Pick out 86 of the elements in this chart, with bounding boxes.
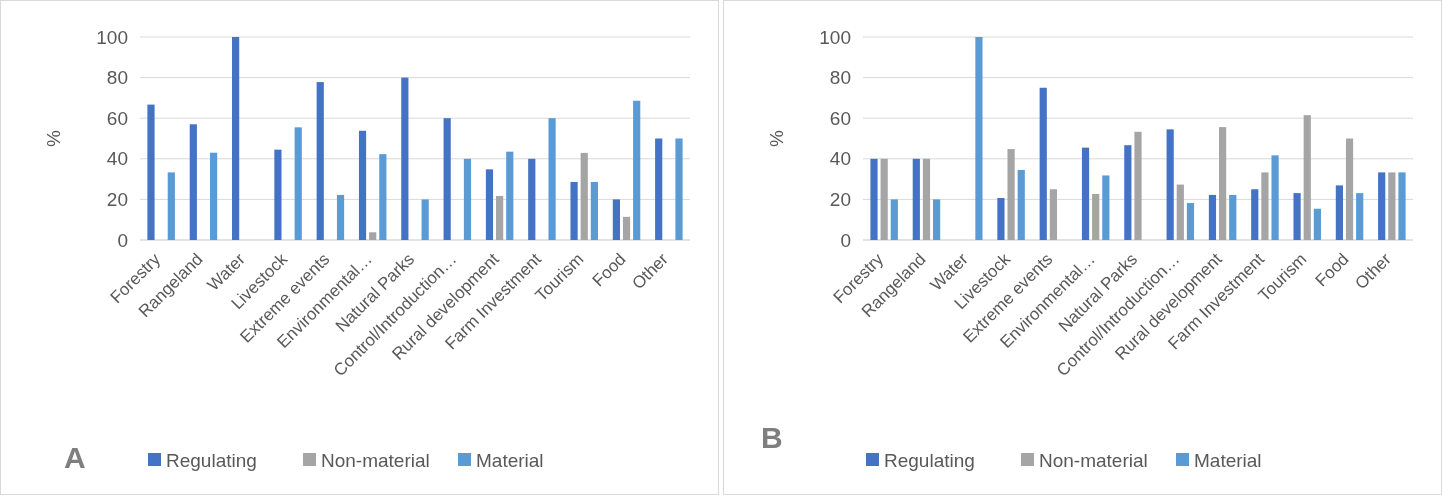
y-axis-title: %	[43, 129, 64, 147]
bar	[1007, 149, 1015, 240]
y-tick-label: 60	[829, 107, 851, 129]
legend-label: Regulating	[884, 449, 975, 471]
bar	[1378, 172, 1386, 240]
bar	[1039, 87, 1047, 240]
bar	[1166, 129, 1174, 240]
bar	[890, 199, 898, 240]
bar	[570, 181, 578, 240]
y-tick-label: 0	[840, 229, 851, 251]
bar	[1303, 115, 1311, 240]
bar	[612, 199, 620, 240]
y-tick-label: 80	[829, 67, 851, 89]
bar	[1186, 203, 1195, 240]
bar	[1176, 184, 1184, 240]
legend-label: Material	[476, 449, 544, 471]
bar	[485, 169, 494, 240]
y-tick-label: 40	[106, 148, 128, 170]
bar	[1229, 194, 1237, 240]
bar	[922, 158, 931, 240]
bar	[274, 149, 282, 240]
bar	[336, 194, 345, 240]
bar	[463, 158, 472, 240]
bar	[1313, 208, 1321, 240]
bar	[1271, 155, 1279, 240]
bar	[655, 138, 663, 240]
bar	[167, 172, 175, 240]
bar	[997, 197, 1005, 240]
bar	[189, 124, 197, 240]
bar	[1208, 194, 1217, 240]
y-tick-label: 100	[819, 26, 851, 48]
bar	[1345, 138, 1354, 240]
text: A	[64, 441, 86, 474]
bar	[633, 100, 641, 240]
bar	[294, 127, 302, 240]
legend-label: Non-material	[1039, 449, 1148, 471]
bar	[528, 158, 536, 240]
legend-label: Non-material	[321, 449, 430, 471]
bar	[1124, 145, 1132, 240]
bar	[675, 138, 683, 240]
bar	[1134, 131, 1142, 240]
bar	[933, 199, 941, 240]
bar	[975, 37, 983, 240]
bar	[870, 158, 878, 240]
bar	[1261, 172, 1269, 240]
bar	[1102, 175, 1110, 240]
y-tick-label: 60	[106, 107, 128, 129]
bar	[443, 118, 451, 240]
bar	[401, 77, 409, 240]
legend-label: Regulating	[166, 449, 257, 471]
bar	[1251, 189, 1259, 240]
bar	[1293, 193, 1301, 240]
y-tick-label: 100	[96, 26, 128, 48]
bar	[232, 37, 240, 240]
bar	[1356, 193, 1364, 240]
bar	[1398, 172, 1406, 240]
bar	[1388, 172, 1396, 240]
bar	[369, 232, 377, 240]
y-tick-label: 0	[117, 229, 128, 251]
y-axis-title: %	[766, 129, 787, 147]
bar	[912, 158, 920, 240]
bar	[1092, 193, 1100, 240]
text: B	[761, 421, 783, 454]
bar	[506, 151, 514, 240]
y-tick-label: 20	[829, 189, 851, 211]
bar	[590, 181, 598, 240]
bar	[880, 158, 888, 240]
legend-label: Material	[1194, 449, 1262, 471]
bar	[379, 154, 387, 240]
bar	[1081, 147, 1090, 240]
bar	[580, 152, 588, 240]
bar	[622, 216, 631, 240]
bar	[1017, 169, 1025, 240]
bar	[548, 118, 556, 240]
y-tick-label: 40	[829, 148, 851, 170]
bar	[1219, 127, 1227, 240]
bar	[1049, 189, 1057, 240]
bar	[496, 195, 504, 240]
bar	[147, 104, 155, 240]
bar	[316, 82, 324, 240]
y-tick-label: 20	[106, 189, 128, 211]
bar	[1335, 185, 1343, 240]
bar	[210, 152, 218, 240]
y-tick-label: 80	[106, 67, 128, 89]
bar	[421, 199, 429, 240]
bar	[358, 130, 367, 240]
